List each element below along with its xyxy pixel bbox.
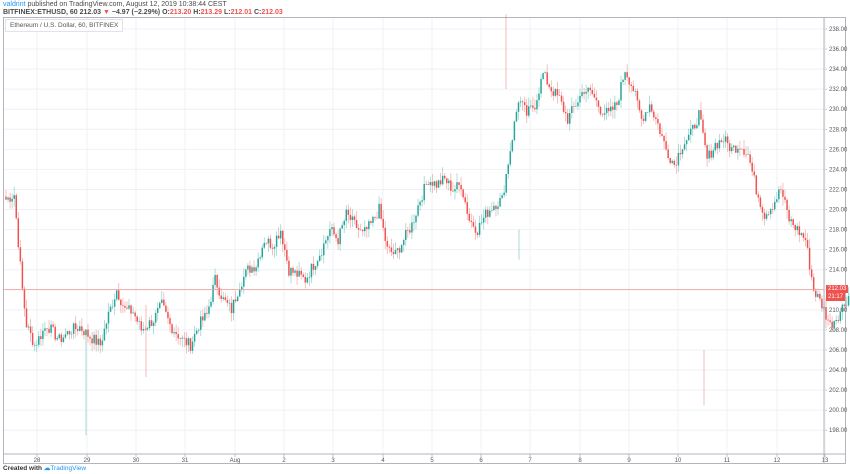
footer: Created with ☁TradingView [3, 464, 86, 472]
svg-text:6: 6 [479, 458, 483, 464]
svg-text:214.00: 214.00 [829, 268, 848, 274]
countdown-tag: 21:17 [826, 293, 846, 301]
svg-text:12: 12 [774, 458, 781, 464]
tradingview-logo-icon: ☁ [43, 465, 51, 472]
svg-text:210.00: 210.00 [829, 308, 848, 314]
svg-text:7: 7 [528, 458, 532, 464]
svg-text:28: 28 [34, 458, 41, 464]
svg-text:218.00: 218.00 [829, 228, 848, 234]
open-label: O: [162, 9, 170, 16]
high-label: H: [193, 9, 201, 16]
publish-info: valdrint published on TradingView.com, A… [3, 1, 227, 9]
svg-text:222.00: 222.00 [829, 187, 848, 193]
svg-text:30: 30 [133, 458, 140, 464]
ohlc-line: BITFINEX:ETHUSD, 60 212.03 ▼ −4.97 (−2.2… [3, 9, 283, 17]
svg-text:204.00: 204.00 [829, 368, 848, 374]
low-label: L: [223, 9, 231, 16]
change-value: −4.97 (−2.29%) [109, 9, 163, 16]
high-value: 213.29 [200, 9, 224, 16]
chart-frame [3, 17, 846, 464]
svg-text:13: 13 [822, 458, 829, 464]
close-value: 212.03 [261, 9, 283, 16]
svg-text:9: 9 [627, 458, 631, 464]
svg-text:236.00: 236.00 [829, 47, 848, 53]
low-value: 212.01 [230, 9, 254, 16]
svg-text:8: 8 [578, 458, 582, 464]
svg-text:228.00: 228.00 [829, 127, 848, 133]
tradingview-brand-link[interactable]: TradingView [50, 465, 87, 472]
svg-text:4: 4 [381, 458, 385, 464]
open-value: 213.20 [169, 9, 194, 16]
chart-legend: Ethereum / U.S. Dollar, 60, BITFINEX [5, 19, 124, 32]
svg-text:10: 10 [675, 458, 682, 464]
svg-text:208.00: 208.00 [829, 328, 848, 334]
down-arrow-icon: ▼ [103, 9, 110, 16]
svg-text:224.00: 224.00 [829, 167, 848, 173]
close-label: C: [253, 9, 262, 16]
svg-text:206.00: 206.00 [829, 348, 848, 354]
last-value: 212.03 [79, 9, 102, 16]
svg-text:220.00: 220.00 [829, 208, 848, 214]
svg-text:2: 2 [282, 458, 286, 464]
svg-text:3: 3 [331, 458, 335, 464]
svg-text:5: 5 [430, 458, 434, 464]
created-with-text: Created with [3, 465, 44, 472]
svg-text:200.00: 200.00 [829, 408, 848, 414]
svg-text:Aug: Aug [230, 458, 241, 464]
last-price-tag: 212.03 [826, 285, 849, 293]
svg-text:234.00: 234.00 [829, 67, 848, 73]
svg-text:216.00: 216.00 [829, 248, 848, 254]
svg-text:29: 29 [84, 458, 91, 464]
svg-text:232.00: 232.00 [829, 87, 848, 93]
svg-text:226.00: 226.00 [829, 147, 848, 153]
svg-text:31: 31 [182, 458, 189, 464]
author-link[interactable]: valdrint [3, 1, 26, 8]
svg-text:11: 11 [724, 458, 731, 464]
symbol-label: BITFINEX:ETHUSD, 60 [3, 9, 80, 16]
svg-text:202.00: 202.00 [829, 388, 848, 394]
svg-text:230.00: 230.00 [829, 107, 848, 113]
svg-text:198.00: 198.00 [829, 428, 848, 434]
publish-text: published on TradingView.com, August 12,… [25, 1, 227, 8]
svg-text:238.00: 238.00 [829, 27, 848, 33]
